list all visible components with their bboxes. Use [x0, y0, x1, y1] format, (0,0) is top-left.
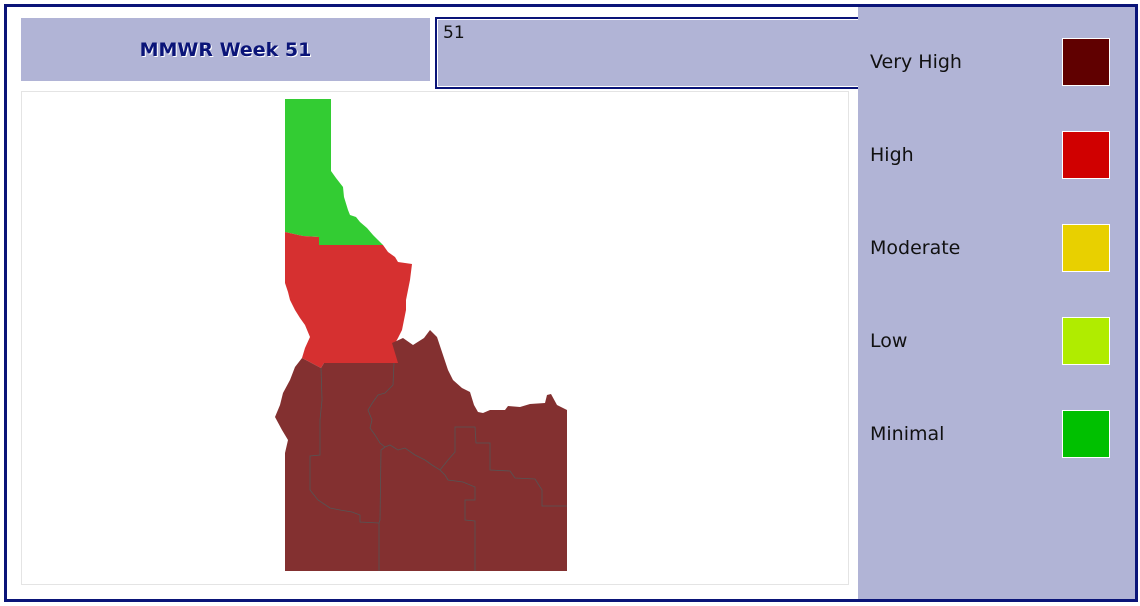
legend-item-very-high: Very High	[870, 38, 1110, 86]
legend-item-moderate: Moderate	[870, 224, 1110, 272]
legend-swatch	[1062, 317, 1110, 365]
legend-swatch	[1062, 38, 1110, 86]
county-borders	[309, 362, 567, 571]
region-high[interactable]	[285, 232, 412, 368]
legend-label: Very High	[870, 51, 962, 73]
legend-item-minimal: Minimal	[870, 410, 1110, 458]
week-title: MMWR Week 51	[21, 18, 430, 81]
legend-panel: Very High High Moderate Low Minimal	[858, 7, 1135, 599]
legend-label: Low	[870, 330, 908, 352]
region-very-high[interactable]	[275, 330, 567, 571]
legend-label: Moderate	[870, 237, 961, 259]
legend-swatch	[1062, 224, 1110, 272]
legend-swatch	[1062, 410, 1110, 458]
legend-swatch	[1062, 131, 1110, 179]
legend-item-low: Low	[870, 317, 1110, 365]
legend-label: High	[870, 144, 914, 166]
legend-item-high: High	[870, 131, 1110, 179]
region-minimal[interactable]	[285, 99, 383, 245]
legend-label: Minimal	[870, 423, 945, 445]
